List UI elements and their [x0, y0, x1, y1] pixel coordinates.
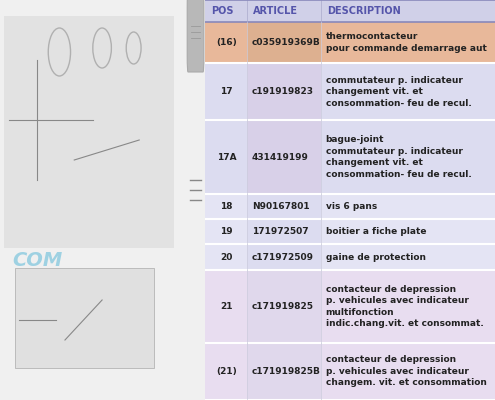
Text: 431419199: 431419199	[252, 152, 308, 162]
FancyBboxPatch shape	[187, 0, 204, 72]
Text: contacteur de depression
p. vehicules avec indicateur
changem. vit. et consommat: contacteur de depression p. vehicules av…	[326, 356, 487, 387]
Bar	[248, 120, 321, 194]
Text: 19: 19	[220, 227, 233, 236]
Text: vis 6 pans: vis 6 pans	[326, 202, 377, 211]
Text: bague-joint
commutateur p. indicateur
changement vit. et
consommation- feu de re: bague-joint commutateur p. indicateur ch…	[326, 135, 471, 179]
Bar	[248, 244, 321, 270]
Text: 21: 21	[220, 302, 233, 311]
Bar	[4, 16, 175, 248]
Bar	[205, 0, 495, 22]
Bar	[205, 270, 248, 343]
Text: 171972507: 171972507	[252, 227, 308, 236]
Text: (16): (16)	[216, 38, 237, 47]
Text: c191919823: c191919823	[252, 87, 314, 96]
Bar	[248, 343, 321, 400]
Bar	[205, 120, 248, 194]
Bar	[205, 22, 248, 63]
Text: c171972509: c171972509	[252, 252, 314, 262]
Bar	[321, 343, 495, 400]
Bar	[321, 63, 495, 120]
Bar	[205, 244, 248, 270]
Text: POS: POS	[211, 6, 234, 16]
Text: contacteur de depression
p. vehicules avec indicateur
multifonction
indic.chang.: contacteur de depression p. vehicules av…	[326, 285, 483, 328]
Text: 18: 18	[220, 202, 233, 211]
Text: c035919369B: c035919369B	[252, 38, 320, 47]
Bar	[321, 219, 495, 244]
Bar	[321, 120, 495, 194]
Text: COM: COM	[12, 250, 62, 270]
Text: 17: 17	[220, 87, 233, 96]
Text: c171919825: c171919825	[252, 302, 314, 311]
Text: (21): (21)	[216, 367, 237, 376]
Bar	[321, 22, 495, 63]
Text: 17A: 17A	[217, 152, 236, 162]
Text: boitier a fiche plate: boitier a fiche plate	[326, 227, 426, 236]
Bar	[321, 244, 495, 270]
Text: ARTICLE: ARTICLE	[253, 6, 298, 16]
Text: N90167801: N90167801	[252, 202, 309, 211]
Text: gaine de protection: gaine de protection	[326, 252, 426, 262]
Bar	[248, 219, 321, 244]
Bar	[248, 22, 321, 63]
Text: commutateur p. indicateur
changement vit. et
consommation- feu de recul.: commutateur p. indicateur changement vit…	[326, 76, 471, 108]
Bar	[321, 270, 495, 343]
Bar	[205, 219, 248, 244]
Text: c171919825B: c171919825B	[252, 367, 321, 376]
Bar	[15, 268, 154, 368]
Bar	[248, 270, 321, 343]
Bar	[248, 63, 321, 120]
Bar	[248, 194, 321, 219]
Bar	[205, 343, 248, 400]
Text: thermocontacteur
pour commande demarrage aut: thermocontacteur pour commande demarrage…	[326, 32, 487, 53]
Text: 20: 20	[220, 252, 233, 262]
Bar	[321, 194, 495, 219]
Text: DESCRIPTION: DESCRIPTION	[327, 6, 401, 16]
Bar	[205, 63, 248, 120]
Bar	[205, 194, 248, 219]
